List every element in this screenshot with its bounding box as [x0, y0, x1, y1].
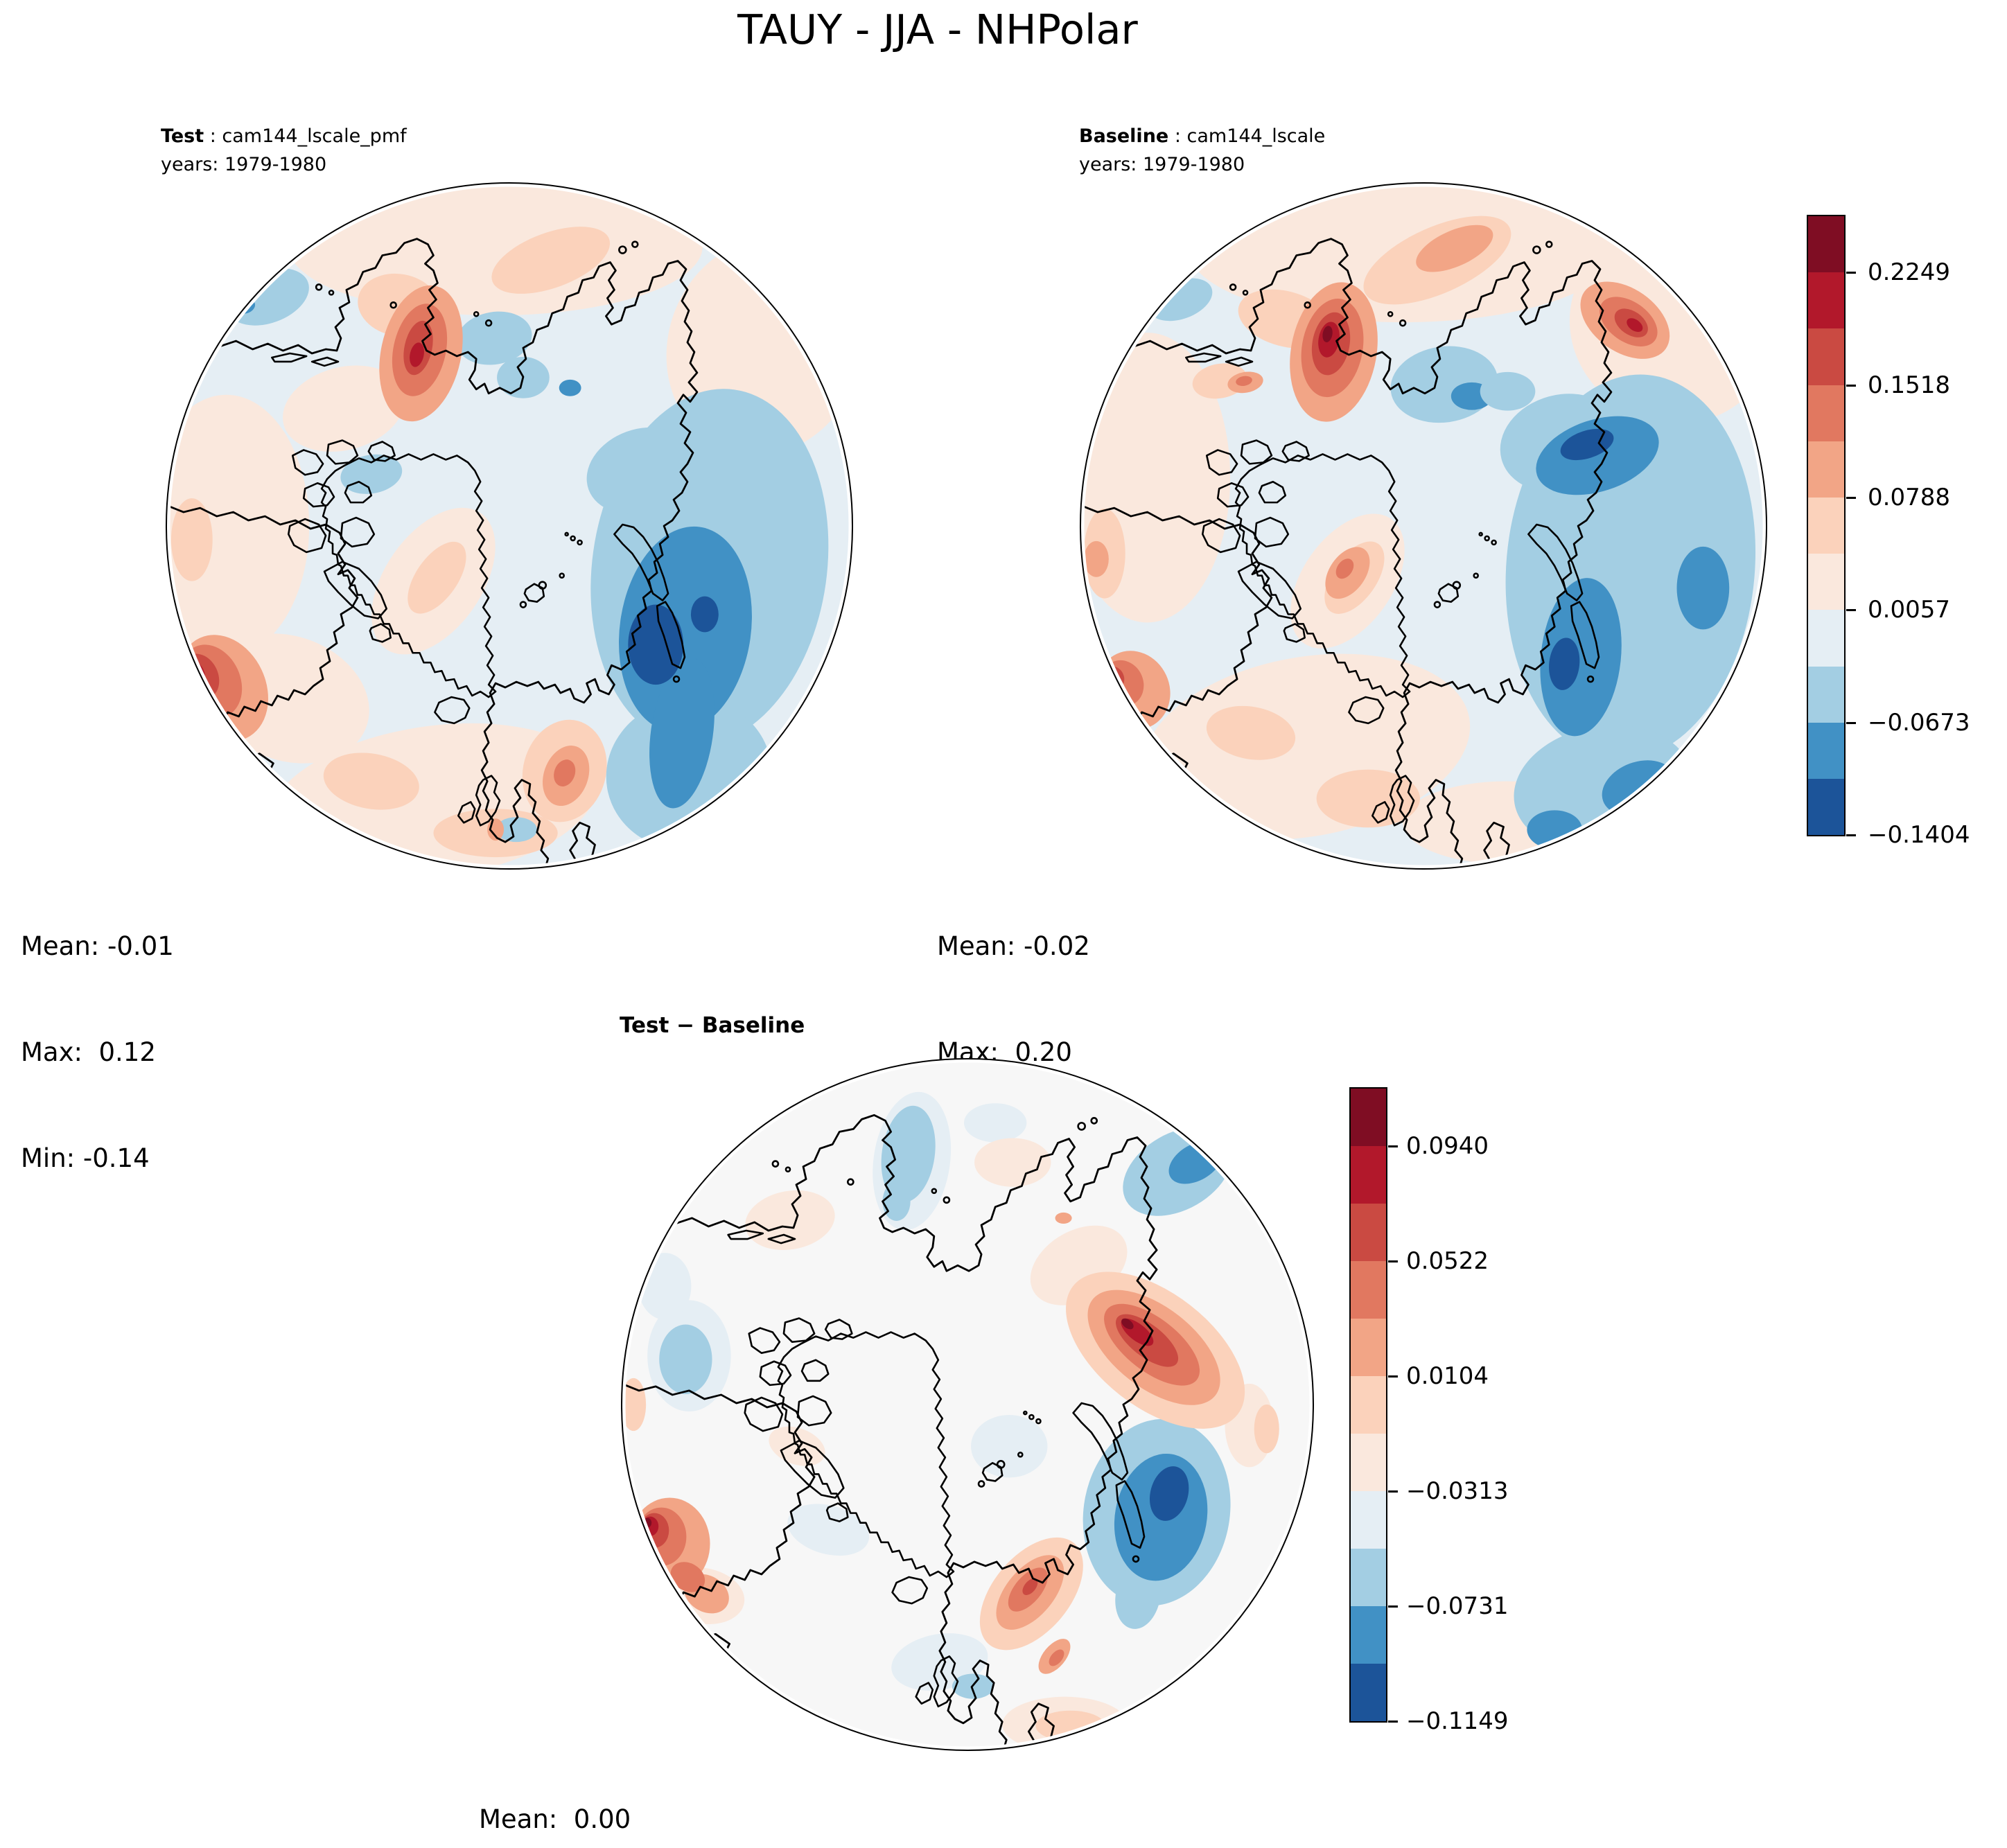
baseline-years: years: 1979-1980: [1079, 154, 1245, 175]
colorbar-diff-tick: 0.0522: [1406, 1247, 1489, 1275]
colorbar-diff-cells: [1349, 1087, 1387, 1723]
test-run-name: Test : cam144_lscale_pmf: [161, 125, 407, 147]
test-contour-field: [168, 184, 851, 868]
colorbar-main-tick: 0.0788: [1868, 484, 1950, 511]
colorbar-diff-tick: −0.0731: [1406, 1592, 1509, 1620]
map-boundary: [165, 182, 854, 870]
map-boundary: [621, 1058, 1314, 1751]
test-max: Max: 0.12: [21, 1037, 156, 1067]
colorbar-main-tick: −0.0673: [1868, 709, 1970, 737]
baseline-contour-field: [1082, 184, 1765, 868]
colorbar-diff: 0.0940 0.0522 0.0104 −0.0313 −0.0731 −0.…: [1349, 1087, 1523, 1735]
colorbar-diff-tick: −0.0313: [1406, 1477, 1509, 1505]
colorbar-main-cells: [1807, 215, 1846, 836]
diff-map: [621, 1058, 1314, 1751]
colorbar-main: 0.2249 0.1518 0.0788 0.0057 −0.0673 −0.1…: [1807, 215, 1980, 849]
baseline-panel-label: Baseline : cam144_lscale years: 1979-198…: [1079, 122, 1325, 179]
colorbar-main-tick: −0.1404: [1868, 821, 1970, 849]
diff-panel-title: Test − Baseline: [620, 1013, 805, 1038]
test-min: Min: -0.14: [21, 1143, 150, 1173]
map-rim: [1080, 183, 1767, 869]
test-map: [165, 182, 854, 870]
diff-mean: Mean: 0.00: [479, 1804, 631, 1834]
map-rim: [622, 1059, 1313, 1750]
figure-title: TAUY - JJA - NHPolar: [737, 6, 1138, 53]
baseline-mean: Mean: -0.02: [937, 931, 1090, 961]
map-boundary: [1079, 182, 1768, 870]
colorbar-diff-tick: 0.0104: [1406, 1362, 1489, 1390]
test-mean: Mean: -0.01: [21, 931, 174, 961]
diff-stats: Mean: 0.00 Max: 0.10 Min: -0.09: [479, 1731, 631, 1848]
colorbar-main-tick: 0.1518: [1868, 371, 1950, 399]
baseline-map: [1079, 182, 1768, 870]
colorbar-main-tick: 0.2249: [1868, 258, 1950, 286]
colorbar-diff-tick: 0.0940: [1406, 1132, 1489, 1160]
baseline-run-name: Baseline : cam144_lscale: [1079, 125, 1326, 147]
colorbar-main-tick: 0.0057: [1868, 596, 1950, 624]
colorbar-diff-tick: −0.1149: [1406, 1707, 1509, 1735]
test-stats: Mean: -0.01 Max: 0.12 Min: -0.14: [21, 858, 174, 1247]
test-panel-label: Test : cam144_lscale_pmf years: 1979-198…: [161, 122, 407, 179]
map-rim: [166, 183, 852, 869]
test-years: years: 1979-1980: [161, 154, 327, 175]
